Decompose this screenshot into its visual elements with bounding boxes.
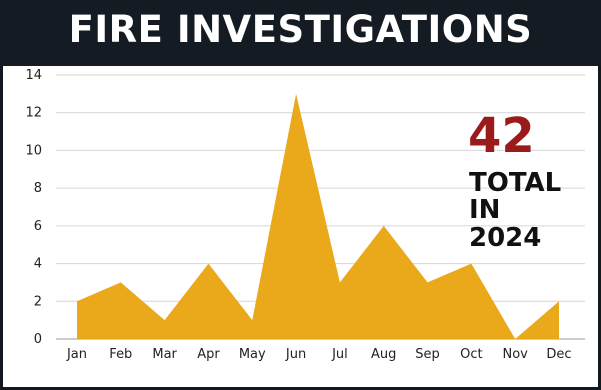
- y-tick-label: 8: [34, 181, 42, 196]
- y-tick-label: 6: [34, 219, 42, 234]
- x-tick-label: Apr: [197, 347, 220, 362]
- callout-line-1: TOTAL: [469, 168, 561, 198]
- total-callout: 42 TOTAL IN 2024: [468, 108, 561, 253]
- y-axis-ticks: 0 2 4 6 8 10 12 14: [25, 68, 42, 347]
- x-tick-label: Nov: [502, 347, 528, 362]
- area-fill: [77, 93, 559, 339]
- y-tick-label: 0: [34, 332, 42, 347]
- y-tick-label: 10: [25, 143, 42, 158]
- x-tick-label: Mar: [152, 347, 177, 362]
- y-tick-label: 12: [25, 106, 42, 121]
- x-tick-label: Feb: [109, 347, 132, 362]
- callout-line-3: 2024: [469, 223, 541, 253]
- x-axis-ticks: Jan Feb Mar Apr May Jun Jul Aug Sep Oct Nov Dec: [66, 347, 572, 362]
- y-tick-label: 2: [34, 294, 42, 309]
- callout-number: 42: [468, 108, 535, 164]
- y-tick-label: 14: [25, 68, 42, 83]
- x-tick-label: Aug: [371, 347, 396, 362]
- title-bar: FIRE INVESTIGATIONS: [0, 0, 601, 66]
- x-tick-label: May: [239, 347, 266, 362]
- chart-title: FIRE INVESTIGATIONS: [68, 8, 533, 51]
- x-tick-label: Jun: [285, 347, 306, 362]
- x-tick-label: Dec: [546, 347, 571, 362]
- x-tick-label: Sep: [415, 347, 440, 362]
- area-series: [76, 93, 560, 340]
- callout-line-2: IN: [469, 195, 500, 225]
- x-tick-label: Jul: [331, 347, 348, 362]
- x-tick-label: Oct: [460, 347, 482, 362]
- x-tick-label: Jan: [66, 347, 87, 362]
- y-tick-label: 4: [34, 257, 42, 272]
